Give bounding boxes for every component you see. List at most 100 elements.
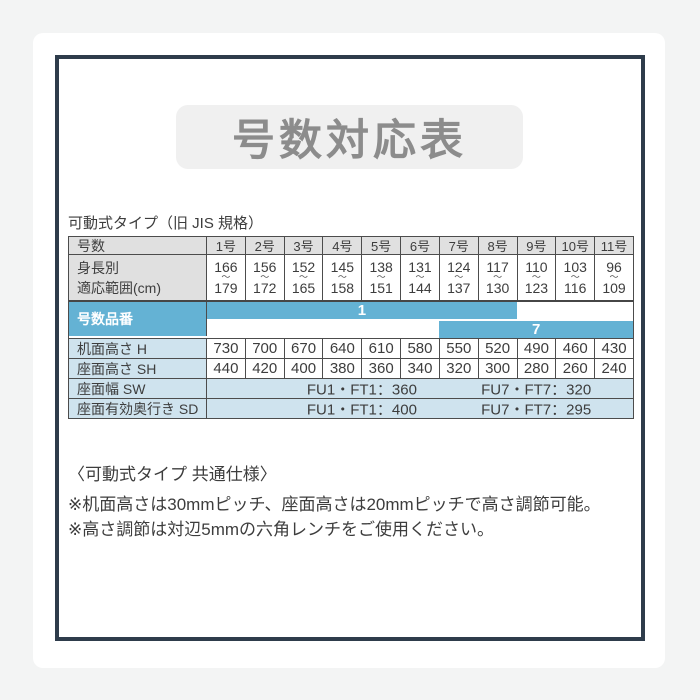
size-col-header: 3号 — [283, 237, 323, 254]
seat-height-cell: 300 — [477, 359, 517, 378]
height-range-cell: 145 〜 158 — [322, 255, 362, 300]
seat-depth-series1-value: FU1・FT1：400 — [306, 401, 417, 418]
range-max: 123 — [524, 280, 549, 296]
seat-height-label: 座面高さ SH — [69, 359, 206, 378]
height-range-cell: 138 〜 151 — [361, 255, 401, 300]
header-label: 号数 — [69, 237, 206, 254]
seat-height-cell: 260 — [555, 359, 595, 378]
height-range-cell: 124 〜 137 — [438, 255, 478, 300]
seat-height-cell: 360 — [361, 359, 401, 378]
size-col-header: 7号 — [438, 237, 478, 254]
range-max: 151 — [369, 280, 393, 296]
desk-height-cell: 640 — [322, 339, 362, 358]
seat-height-cell: 240 — [594, 359, 633, 378]
desk-height-cell: 580 — [400, 339, 439, 358]
range-separator: 〜 — [570, 272, 580, 282]
seat-height-cell: 380 — [322, 359, 362, 378]
note-pitch: ※机面高さは30mmピッチ、座面高さは20mmピッチで高さ調節可能。 — [68, 495, 601, 514]
range-min: 96 — [606, 259, 622, 275]
size-col-header: 2号 — [244, 237, 284, 254]
size-spec-table: 号数 1号 2号 3号 4号 5号 6号 7号 8号 9号 10号 11号 身長… — [68, 236, 634, 419]
desk-height-cell: 430 — [594, 339, 633, 358]
table-row-product-number: 号数品番 1 7 — [69, 302, 633, 338]
range-max: 130 — [485, 280, 510, 296]
size-col-header: 6号 — [400, 237, 439, 254]
table-row-seat-height: 座面高さ SH 440 420 400 380 360 340 320 300 … — [69, 358, 633, 378]
range-min: 117 — [486, 259, 509, 275]
range-max: 116 — [564, 280, 587, 296]
table-caption: 可動式タイプ（旧 JIS 規格） — [68, 215, 264, 232]
height-range-cell: 96 〜 109 — [594, 255, 633, 300]
height-range-label-line2: 適応範囲(cm) — [77, 279, 161, 296]
product-number-bars: 1 7 — [206, 302, 633, 338]
desk-height-cell: 700 — [244, 339, 284, 358]
size-col-header: 5号 — [361, 237, 401, 254]
range-min: 124 — [447, 259, 471, 275]
series-7-bar: 7 — [439, 321, 633, 338]
range-separator: 〜 — [337, 272, 347, 282]
size-col-header: 8号 — [477, 237, 517, 254]
range-separator: 〜 — [531, 272, 541, 282]
height-range-cell: 156 〜 172 — [244, 255, 284, 300]
range-min: 131 — [408, 259, 432, 275]
range-min: 138 — [369, 259, 393, 275]
table-row-desk-height: 机面高さ H 730 700 670 640 610 580 550 520 4… — [69, 338, 633, 358]
range-separator: 〜 — [221, 272, 231, 282]
page-title: 号数対応表 — [232, 117, 467, 165]
size-col-header: 9号 — [516, 237, 556, 254]
range-separator: 〜 — [260, 272, 270, 282]
seat-width-label: 座面幅 SW — [69, 379, 206, 398]
size-col-header: 4号 — [322, 237, 362, 254]
seat-height-cell: 400 — [283, 359, 323, 378]
seat-width-span: FU1・FT1：360 FU7・FT7：320 — [206, 379, 633, 398]
height-range-label: 身長別 適応範囲(cm) — [69, 255, 206, 300]
seat-height-cell: 280 — [516, 359, 556, 378]
range-separator: 〜 — [299, 272, 309, 282]
desk-height-cell: 520 — [477, 339, 517, 358]
seat-width-series7-value: FU7・FT7：320 — [481, 381, 592, 398]
range-min: 110 — [525, 259, 548, 275]
series-1-bar: 1 — [207, 302, 517, 319]
seat-depth-span: FU1・FT1：400 FU7・FT7：295 — [206, 399, 633, 418]
table-row-seat-width: 座面幅 SW FU1・FT1：360 FU7・FT7：320 — [69, 378, 633, 398]
range-max: 144 — [408, 280, 432, 296]
range-max: 109 — [602, 280, 626, 296]
product-number-label: 号数品番 — [69, 302, 206, 336]
seat-height-cell: 320 — [438, 359, 478, 378]
desk-height-cell: 670 — [283, 339, 323, 358]
height-range-cell: 166 〜 179 — [206, 255, 245, 300]
range-min: 145 — [330, 259, 355, 275]
desk-height-cell: 460 — [555, 339, 595, 358]
notes-heading: 〈可動式タイプ 共通仕様〉 — [68, 465, 277, 484]
common-spec-notes: 〈可動式タイプ 共通仕様〉 ※机面高さは30mmピッチ、座面高さは20mmピッチ… — [68, 460, 608, 542]
height-range-cell: 131 〜 144 — [400, 255, 439, 300]
note-wrench: ※高さ調節は対辺5mmの六角レンチをご使用ください。 — [68, 520, 495, 539]
size-col-header: 1号 — [206, 237, 245, 254]
range-min: 156 — [253, 259, 277, 275]
range-separator: 〜 — [493, 272, 503, 282]
range-max: 179 — [214, 280, 238, 296]
desk-height-cell: 490 — [516, 339, 556, 358]
range-separator: 〜 — [609, 272, 619, 282]
size-col-header: 11号 — [594, 237, 633, 254]
range-separator: 〜 — [415, 272, 425, 282]
page-title-pill: 号数対応表 — [176, 105, 523, 169]
range-max: 158 — [330, 280, 355, 296]
height-range-cell: 110 〜 123 — [516, 255, 556, 300]
seat-height-cell: 340 — [400, 359, 439, 378]
height-range-cell: 117 〜 130 — [477, 255, 517, 300]
range-min: 166 — [214, 259, 238, 275]
height-range-cell: 152 〜 165 — [283, 255, 323, 300]
range-min: 103 — [563, 259, 587, 275]
desk-height-label: 机面高さ H — [69, 339, 206, 358]
table-row-seat-depth: 座面有効奥行き SD FU1・FT1：400 FU7・FT7：295 — [69, 398, 633, 418]
range-separator: 〜 — [454, 272, 464, 282]
height-range-label-line1: 身長別 — [77, 259, 119, 276]
range-max: 137 — [447, 280, 471, 296]
size-col-header: 10号 — [555, 237, 595, 254]
range-min: 152 — [291, 259, 316, 275]
table-row-size-header: 号数 1号 2号 3号 4号 5号 6号 7号 8号 9号 10号 11号 — [69, 237, 633, 254]
range-max: 172 — [253, 280, 277, 296]
table-row-height-range: 身長別 適応範囲(cm) 166 〜 179 156 〜 172 152 〜 165 145… — [69, 254, 633, 302]
seat-depth-series7-value: FU7・FT7：295 — [481, 401, 592, 418]
